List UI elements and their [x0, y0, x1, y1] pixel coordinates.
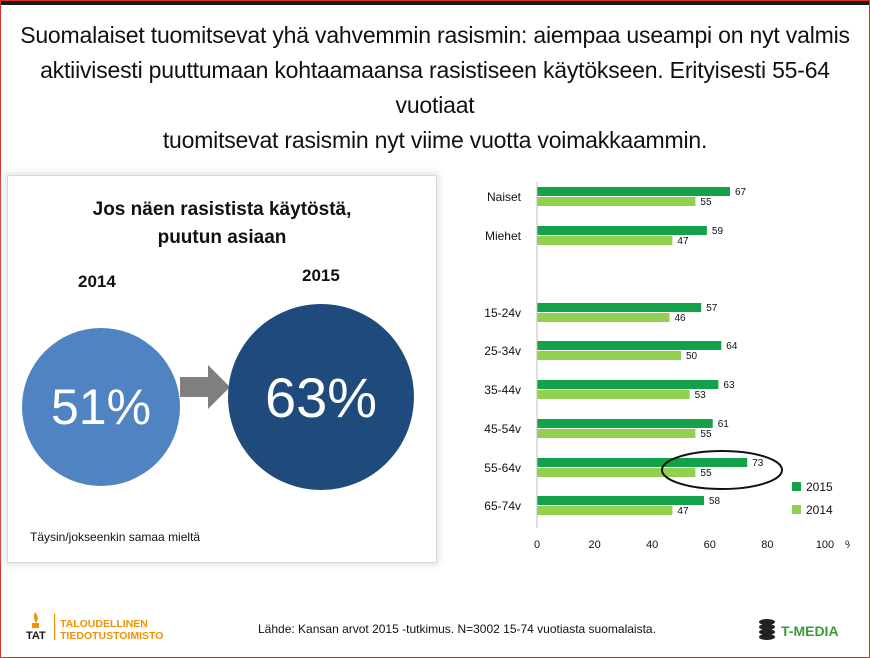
tat-name-line-1: TALOUDELLINEN [60, 618, 148, 630]
tat-name-line-2: TIEDOTUSTOIMISTO [60, 630, 163, 642]
data-label-2015-4: 63 [723, 380, 735, 391]
source-note: Lähde: Kansan arvot 2015 -tutkimus. N=30… [258, 622, 656, 636]
bar-2015-6 [537, 458, 748, 467]
circle-2014: 51% [22, 328, 180, 486]
bar-2014-7 [537, 506, 673, 515]
x-tick-label-1: 20 [588, 539, 600, 551]
panel-title: Jos näen rasistista käytöstä, puutun asi… [8, 196, 436, 252]
data-label-2014-7: 47 [677, 506, 689, 517]
bar-2014-4 [537, 390, 690, 399]
value-2015: 63% [264, 365, 378, 429]
right-arrow-icon [180, 365, 230, 409]
legend-label-2015: 2015 [806, 480, 833, 494]
data-label-2015-7: 58 [709, 496, 721, 507]
bar-2015-2 [537, 303, 702, 312]
category-label-7: 65-74v [484, 499, 521, 513]
legend-label-2014: 2014 [806, 503, 833, 517]
bar-2014-3 [537, 351, 681, 360]
data-label-2015-3: 64 [726, 341, 738, 352]
bar-2014-5 [537, 429, 696, 438]
x-tick-label-2: 40 [646, 539, 658, 551]
bar-chart: Naiset 67 55 Miehet 59 47 15-24v 57 46 25-34v 64 50… [484, 182, 850, 551]
data-label-2014-6: 55 [700, 468, 712, 479]
data-label-2015-6: 73 [752, 458, 764, 469]
x-unit-label: % [845, 539, 850, 551]
category-label-2: 15-24v [484, 306, 521, 320]
panel-title-line-1: Jos näen rasistista käytöstä, [92, 199, 352, 220]
year-label-2014: 2014 [78, 272, 116, 291]
x-ticks-layer: 0 20 40 60 80 100% [534, 539, 850, 551]
category-label-4: 35-44v [484, 383, 521, 397]
category-label-6: 55-64v [484, 461, 521, 475]
t-media-logo: T-MEDIA [759, 619, 839, 640]
t-media-symbol-icon [759, 619, 775, 640]
bar-2015-1 [537, 226, 707, 235]
x-tick-label-5: 100 [816, 539, 834, 551]
data-label-2014-1: 47 [677, 236, 689, 247]
data-label-2014-4: 53 [695, 390, 707, 401]
category-label-3: 25-34v [484, 344, 521, 358]
data-label-2014-0: 55 [700, 197, 712, 208]
top-border-bar [0, 0, 870, 5]
circle-2015: 63% [228, 304, 414, 490]
t-media-wordmark: T-MEDIA [781, 623, 839, 639]
bar-2014-6 [537, 468, 696, 477]
highlight-ellipse [661, 450, 783, 490]
tat-logo: TAT TALOUDELLINEN TIEDOTUSTOIMISTO [26, 612, 163, 642]
bar-2014-2 [537, 313, 670, 322]
x-tick-label-4: 80 [761, 539, 773, 551]
data-label-2014-3: 50 [686, 351, 698, 362]
panel-footnote: Täysin/jokseenkin samaa mieltä [30, 530, 201, 544]
tat-divider [54, 614, 56, 640]
data-label-2015-0: 67 [735, 187, 747, 198]
data-label-2014-5: 55 [700, 429, 712, 440]
panel-title-line-2: puutun asiaan [157, 227, 287, 248]
headline-line-1: Suomalaiset tuomitsevat yhä vahvemmin ra… [20, 22, 850, 48]
slide-headline: Suomalaiset tuomitsevat yhä vahvemmin ra… [10, 18, 860, 158]
x-tick-label-3: 60 [704, 539, 716, 551]
data-label-2015-5: 61 [718, 419, 730, 430]
legend-layer: 2015 2014 [792, 480, 833, 517]
bar-2014-0 [537, 197, 696, 206]
tat-flame-icon [33, 612, 38, 623]
legend-swatch-2015 [792, 482, 801, 491]
data-label-2014-2: 46 [675, 313, 687, 324]
headline-line-2: aktiivisesti puuttumaan kohtaamaansa ras… [40, 57, 830, 118]
tat-abbr: TAT [26, 630, 46, 642]
category-label-5: 45-54v [484, 422, 521, 436]
bar-2015-7 [537, 496, 704, 505]
headline-line-3: tuomitsevat rasismin nyt viime vuotta vo… [162, 127, 708, 153]
legend-swatch-2014 [792, 505, 801, 514]
category-label-1: Miehet [485, 229, 522, 243]
year-label-2015: 2015 [302, 266, 340, 285]
bar-2015-5 [537, 419, 713, 428]
bar-2015-0 [537, 187, 730, 196]
bar-2015-4 [537, 380, 719, 389]
summary-panel: Jos näen rasistista käytöstä, puutun asi… [8, 176, 436, 562]
category-label-0: Naiset [487, 190, 522, 204]
data-label-2015-1: 59 [712, 226, 724, 237]
tat-flame-base-icon [32, 623, 39, 628]
bars-layer: Naiset 67 55 Miehet 59 47 15-24v 57 46 25-34v 64 50… [484, 187, 764, 517]
bar-2015-3 [537, 341, 722, 350]
bar-2014-1 [537, 236, 673, 245]
data-label-2015-2: 57 [706, 303, 718, 314]
value-2014: 51% [50, 379, 152, 435]
x-tick-label-0: 0 [534, 539, 540, 551]
